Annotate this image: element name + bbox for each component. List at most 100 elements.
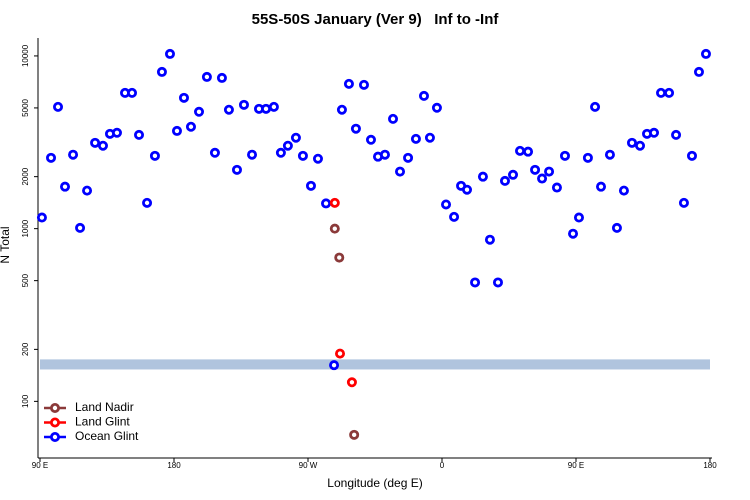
legend-marker — [50, 417, 61, 428]
y-tick-label: 2000 — [21, 167, 30, 185]
data-point — [329, 360, 340, 371]
data-point — [194, 106, 205, 117]
data-point — [53, 101, 64, 112]
data-point — [618, 185, 629, 196]
data-point — [201, 71, 212, 82]
data-point — [97, 140, 108, 151]
data-point — [111, 127, 122, 138]
x-axis-label: Longitude (deg E) — [327, 476, 422, 490]
data-point — [297, 150, 308, 161]
x-tick-label: 180 — [167, 461, 181, 470]
data-point — [36, 212, 47, 223]
data-point — [626, 137, 637, 148]
data-point — [635, 140, 646, 151]
data-point — [462, 184, 473, 195]
data-point — [499, 175, 510, 186]
y-tick-label: 10000 — [21, 44, 30, 67]
data-point — [164, 48, 175, 59]
data-point — [343, 78, 354, 89]
data-point — [568, 228, 579, 239]
data-point — [290, 132, 301, 143]
data-point — [611, 222, 622, 233]
x-tick-label: 90 E — [568, 461, 584, 470]
data-point — [282, 140, 293, 151]
data-point — [90, 137, 101, 148]
data-point — [477, 171, 488, 182]
data-point — [530, 164, 541, 175]
data-point — [329, 197, 340, 208]
data-point — [156, 66, 167, 77]
data-point — [700, 48, 711, 59]
data-point — [441, 199, 452, 210]
data-point — [46, 152, 57, 163]
legend-label: Land Nadir — [75, 400, 134, 414]
data-point — [60, 181, 71, 192]
data-point — [185, 121, 196, 132]
data-point — [596, 181, 607, 192]
data-point — [142, 197, 153, 208]
data-point — [470, 277, 481, 288]
data-point — [209, 147, 220, 158]
data-point — [395, 166, 406, 177]
data-point — [82, 185, 93, 196]
legend-marker — [50, 402, 61, 413]
legend-label: Land Glint — [75, 415, 130, 429]
data-point — [388, 113, 399, 124]
data-point — [678, 197, 689, 208]
data-point — [238, 99, 249, 110]
chart-title: 55S-50S January (Ver 9) Inf to -Inf — [252, 11, 500, 28]
y-tick-label: 5000 — [21, 98, 30, 116]
data-point — [365, 134, 376, 145]
y-tick-label: 200 — [21, 342, 30, 356]
legend-marker — [50, 431, 61, 442]
data-point — [656, 87, 667, 98]
data-point — [573, 212, 584, 223]
data-point — [508, 169, 519, 180]
data-point — [312, 153, 323, 164]
data-point — [275, 147, 286, 158]
data-point — [537, 173, 548, 184]
data-point — [68, 149, 79, 160]
x-tick-label: 90 E — [32, 461, 48, 470]
data-point — [334, 252, 345, 263]
x-tick-label: 180 — [703, 461, 717, 470]
data-point — [551, 182, 562, 193]
y-tick-label: 100 — [21, 394, 30, 408]
data-point — [305, 180, 316, 191]
data-point — [346, 377, 357, 388]
data-point — [590, 101, 601, 112]
data-point — [335, 348, 346, 359]
data-point — [329, 223, 340, 234]
data-point — [418, 90, 429, 101]
data-point — [171, 125, 182, 136]
data-point — [604, 149, 615, 160]
data-point — [664, 87, 675, 98]
data-point — [268, 101, 279, 112]
data-point — [379, 149, 390, 160]
data-point — [424, 132, 435, 143]
data-point — [127, 87, 138, 98]
data-point — [75, 222, 86, 233]
x-tick-label: 90 W — [299, 461, 318, 470]
data-point — [492, 277, 503, 288]
data-point — [544, 166, 555, 177]
data-point — [403, 152, 414, 163]
y-tick-label: 1000 — [21, 219, 30, 237]
y-axis-label: N Total — [0, 226, 12, 263]
data-point — [449, 211, 460, 222]
data-point — [410, 133, 421, 144]
data-point — [247, 149, 258, 160]
x-tick-label: 0 — [440, 461, 445, 470]
data-point — [582, 152, 593, 163]
data-point — [350, 123, 361, 134]
data-point — [515, 145, 526, 156]
data-point — [484, 234, 495, 245]
data-point — [336, 104, 347, 115]
reference-band — [40, 359, 710, 370]
data-point — [559, 150, 570, 161]
data-point — [349, 429, 360, 440]
data-point — [149, 150, 160, 161]
legend-label: Ocean Glint — [75, 429, 139, 443]
data-point — [523, 146, 534, 157]
